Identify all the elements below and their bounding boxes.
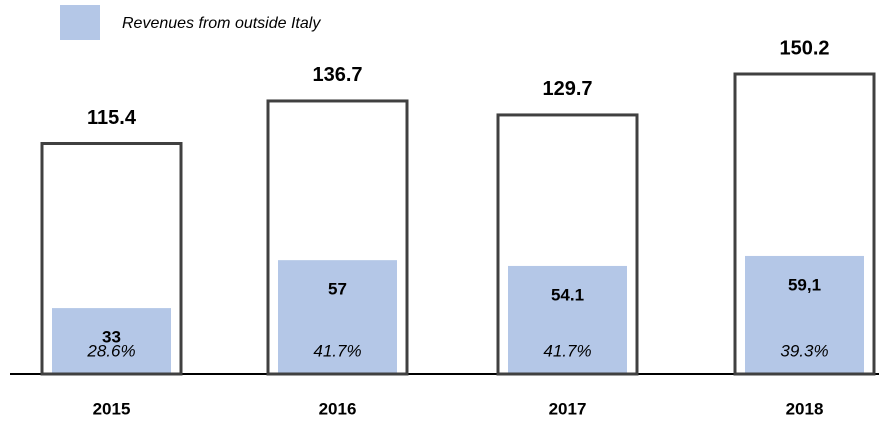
share-label: 41.7% — [313, 341, 361, 360]
inner-bar — [745, 255, 864, 374]
total-bar — [733, 72, 876, 376]
total-label: 150.2 — [779, 37, 829, 59]
total-label: 136.7 — [312, 64, 362, 86]
value-label: 54.1 — [551, 285, 584, 304]
inner-bar — [508, 265, 627, 374]
inner-bar — [278, 260, 397, 374]
legend-swatch — [60, 5, 100, 40]
value-label: 33 — [102, 328, 121, 347]
x-tick-label: 2016 — [319, 399, 357, 418]
share-label: 41.7% — [543, 341, 591, 360]
x-tick-label: 2015 — [93, 399, 131, 418]
total-bar — [40, 142, 183, 376]
total-label: 115.4 — [87, 107, 137, 129]
value-label: 57 — [328, 280, 347, 299]
x-tick-label: 2017 — [549, 399, 587, 418]
total-bar — [496, 113, 639, 376]
x-tick-label: 2018 — [786, 399, 824, 418]
legend-label: Revenues from outside Italy — [122, 15, 321, 32]
total-bar — [266, 99, 409, 376]
total-label: 129.7 — [542, 78, 592, 100]
value-label: 59,1 — [788, 275, 821, 294]
share-label: 39.3% — [780, 341, 828, 360]
share-label: 28.6% — [86, 341, 135, 360]
inner-bar — [52, 308, 171, 374]
